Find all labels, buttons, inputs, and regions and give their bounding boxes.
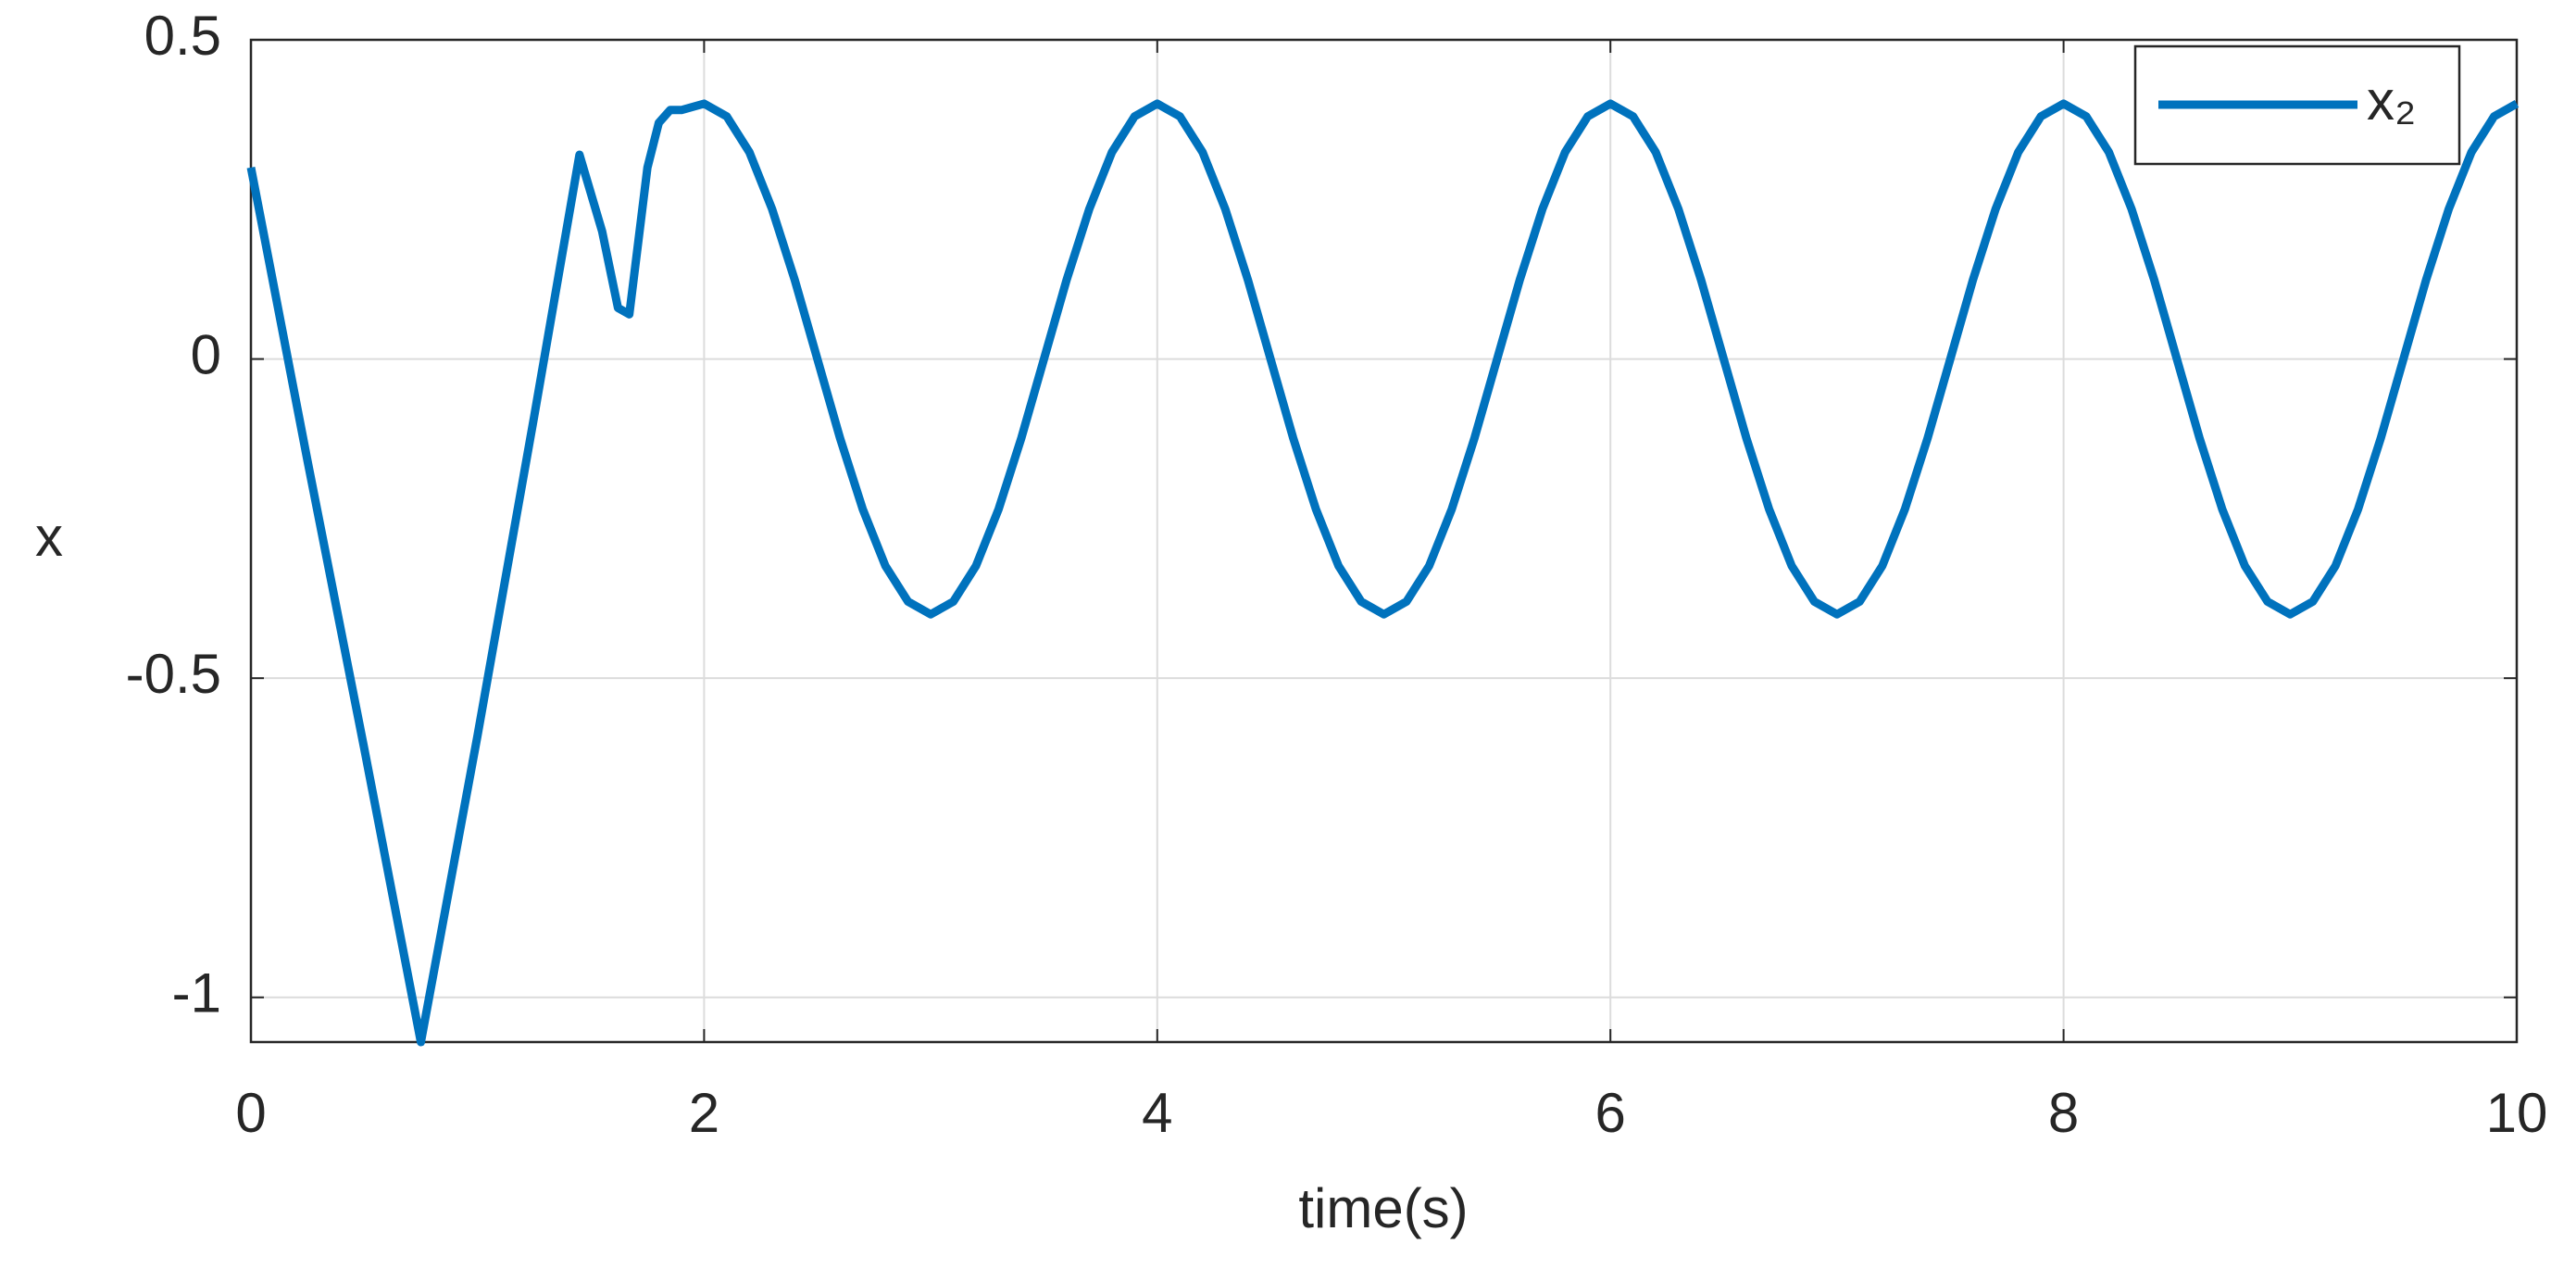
y-tick-label: 0 <box>191 323 221 385</box>
x-axis-label: time(s) <box>1298 1177 1468 1239</box>
x-tick-label: 8 <box>2048 1082 2079 1144</box>
x-tick-label: 2 <box>689 1082 719 1144</box>
y-axis-label: x <box>35 506 63 568</box>
x-tick-label: 4 <box>1142 1082 1172 1144</box>
y-tick-label: -1 <box>172 962 221 1024</box>
data-line <box>246 99 2520 1047</box>
y-tick-label: -0.5 <box>126 643 221 705</box>
x-tick-label: 6 <box>1595 1082 1626 1144</box>
x-tick-label: 10 <box>2486 1082 2548 1144</box>
legend-label: x₂ <box>2367 69 2416 132</box>
y-tick-label: 0.5 <box>144 5 221 67</box>
plot-area <box>251 40 2517 1042</box>
plot-frame <box>249 38 2519 1044</box>
x-tick-label: 0 <box>235 1082 266 1144</box>
